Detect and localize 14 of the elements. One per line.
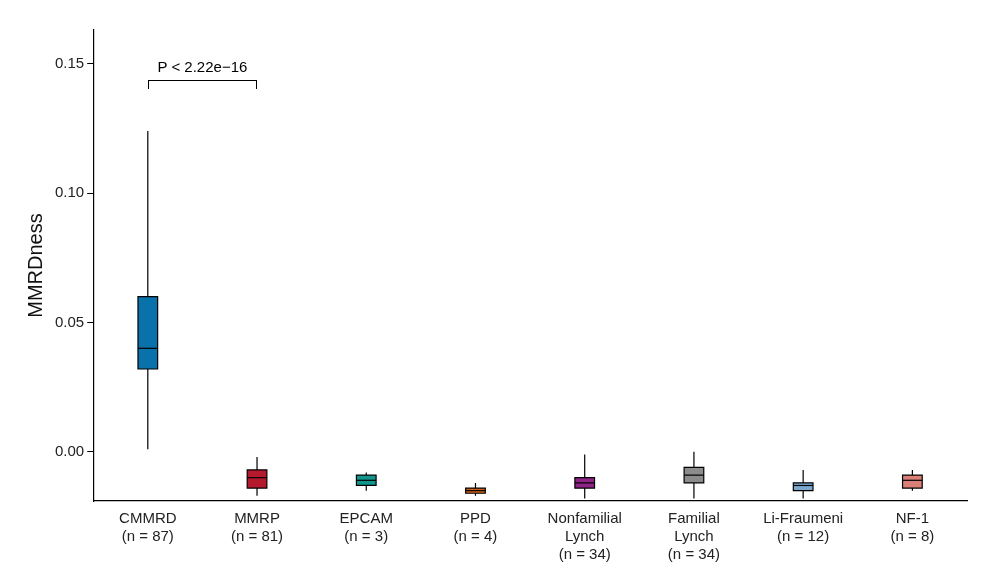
y-tick-label: 0.15	[54, 53, 85, 71]
x-tick-label: CMMRD (n = 87)	[119, 509, 177, 545]
y-tick-label: 0.00	[54, 441, 85, 459]
annotation: P < 2.22e−16	[157, 58, 248, 75]
x-tick-label: Li-Fraumeni (n = 12)	[763, 509, 844, 545]
x-tick-label: Nonfamilial Lynch (n = 34)	[547, 509, 622, 563]
x-tick-label: MMRP (n = 81)	[230, 509, 284, 545]
x-tick-label: PPD (n = 4)	[453, 509, 498, 545]
y-tick-label: 0.05	[54, 312, 85, 330]
y-tick-label: 0.10	[54, 183, 85, 201]
x-tick-label: NF-1 (n = 8)	[890, 509, 935, 545]
x-tick-label: EPCAM (n = 3)	[339, 509, 393, 545]
x-tick-label: Familial Lynch (n = 34)	[667, 509, 720, 563]
y-axis-title: MMRDness	[23, 213, 46, 318]
